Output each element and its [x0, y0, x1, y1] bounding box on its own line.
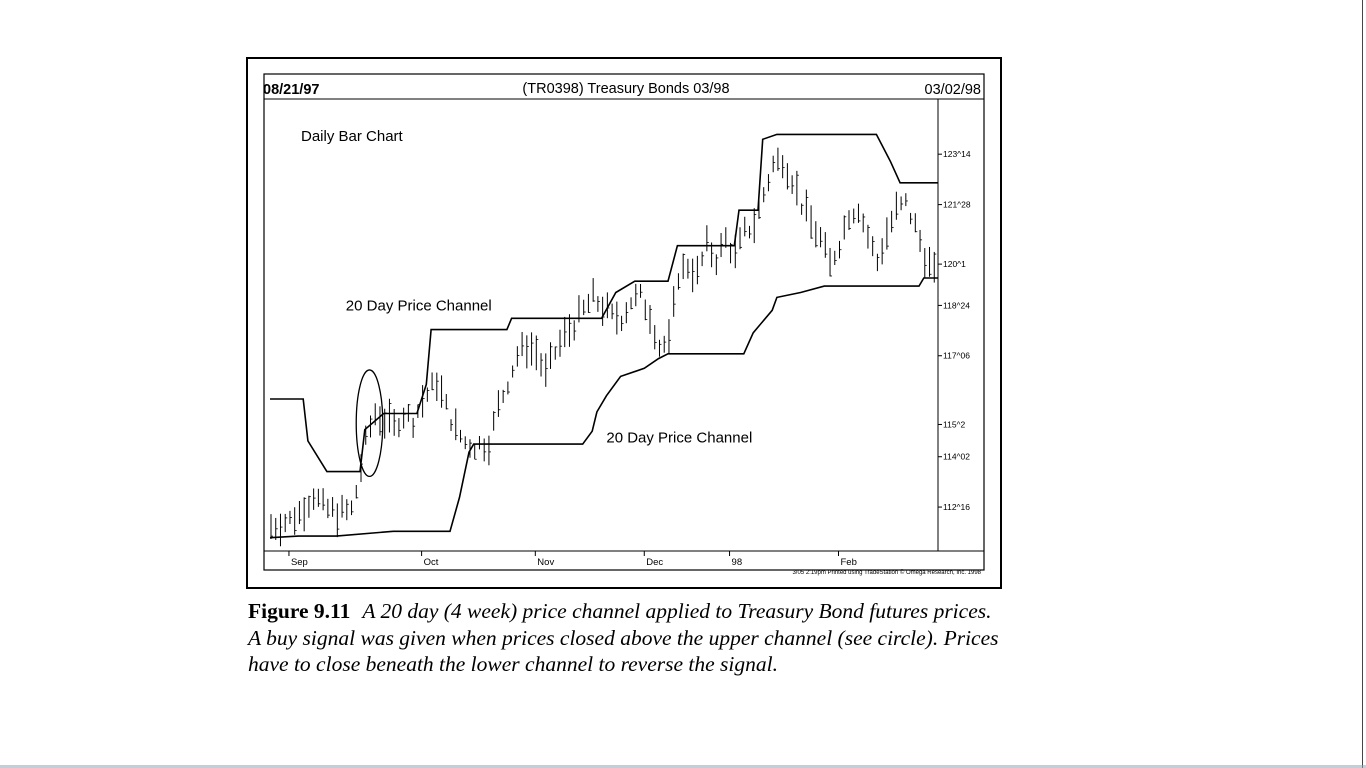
figure-caption: Figure 9.11 A 20 day (4 week) price chann… [248, 598, 1008, 678]
upper-channel-line [270, 133, 938, 473]
lower-channel-line [269, 277, 938, 539]
lower-channel-label: 20 Day Price Channel [606, 430, 752, 447]
y-tick-label: 115^2 [943, 419, 966, 429]
price-axis: 123^14 121^28 120^1 118^24 117^06 115^2 114^02… [938, 149, 971, 512]
end-date-label: 03/02/98 [925, 82, 981, 98]
y-tick-label: 112^16 [943, 502, 970, 512]
x-tick-label: Sep [291, 557, 308, 568]
price-bars [270, 147, 937, 547]
y-tick-label: 121^28 [943, 200, 971, 210]
x-tick-label: Nov [537, 557, 554, 568]
chart-frame: 08/21/97 (TR0398) Treasury Bonds 03/98 0… [246, 57, 1002, 589]
chart-title: (TR0398) Treasury Bonds 03/98 [522, 81, 729, 97]
daily-bar-chart-label: Daily Bar Chart [301, 128, 404, 145]
upper-channel-label: 20 Day Price Channel [346, 297, 492, 314]
time-axis: Sep Oct Nov Dec 98 Feb [288, 551, 857, 568]
annotations: 20 Day Price Channel 20 Day Price Channel [346, 297, 752, 478]
y-tick-label: 120^1 [943, 259, 966, 269]
buy-signal-circle [355, 369, 384, 478]
x-tick-label: Oct [424, 557, 439, 568]
bottom-rule [0, 765, 1366, 768]
y-tick-label: 117^06 [943, 351, 970, 361]
plot-border [263, 73, 985, 571]
footer-note: 3/05 2:19pm Printed using TradeStation ©… [792, 569, 981, 576]
y-tick-label: 118^24 [943, 300, 970, 310]
y-tick-label: 123^14 [943, 149, 971, 159]
x-tick-label: Feb [841, 557, 857, 568]
x-tick-label: Dec [646, 557, 663, 568]
x-tick-label: 98 [732, 557, 743, 568]
price-chart: 08/21/97 (TR0398) Treasury Bonds 03/98 0… [263, 73, 985, 576]
price-channels [269, 133, 938, 539]
y-tick-label: 114^02 [943, 452, 970, 462]
figure-number: Figure 9.11 [248, 599, 351, 623]
page-edge [1362, 0, 1363, 768]
start-date-label: 08/21/97 [263, 82, 319, 98]
caption-text: A 20 day (4 week) price channel applied … [248, 599, 999, 676]
